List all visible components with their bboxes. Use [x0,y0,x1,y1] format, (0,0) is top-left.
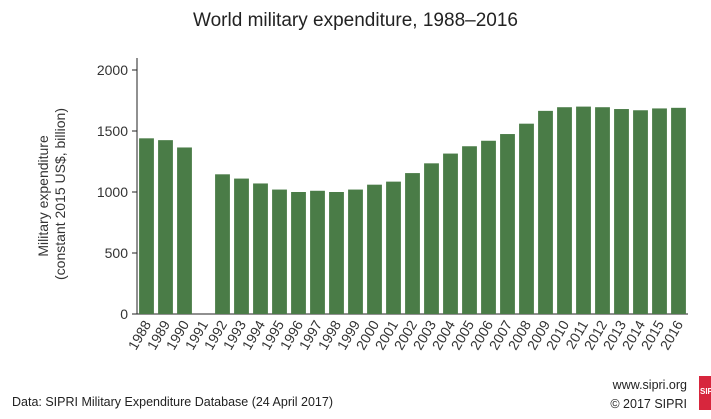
bar-2009 [538,110,553,315]
y-tick-label: 1000 [97,184,128,200]
sipri-logo-text: SIPRI [700,387,711,396]
bar-1992 [215,174,230,314]
bar-2000 [367,184,382,314]
bar-2007 [500,134,515,314]
bars [139,106,686,315]
x-tick-labels: 1988198919901991199219931994199519961997… [125,317,687,352]
bar-1993 [234,178,249,314]
bar-1996 [291,192,306,314]
y-axis-title-line2: (constant 2015 US$, billion) [52,108,68,280]
bar-chart: 0 500 1000 1500 2000 19881989199019911992199… [35,58,688,352]
website-link[interactable]: www.sipri.org [612,378,687,392]
y-tick-label: 1500 [97,123,128,139]
y-axis-title: Military expenditure (constant 2015 US$,… [35,108,68,280]
bar-2014 [633,110,648,314]
bar-2001 [386,181,401,314]
bar-2002 [405,173,420,314]
bar-1988 [139,138,154,314]
bar-2012 [595,107,610,315]
bar-1989 [158,140,173,314]
bar-1999 [348,189,363,314]
bar-2010 [557,107,572,315]
bar-2016 [671,107,686,314]
bar-2006 [481,140,496,314]
bar-1998 [329,192,344,314]
bar-1990 [177,147,192,314]
bar-2005 [462,146,477,314]
y-tick-label: 0 [120,306,128,322]
bar-2015 [652,108,667,315]
bar-2003 [424,163,439,314]
y-tick-label: 2000 [97,62,128,78]
bar-2013 [614,109,629,314]
bar-2004 [443,153,458,314]
y-axis-title-line1: Military expenditure [35,135,51,257]
chart-title: World military expenditure, 1988–2016 [193,10,518,31]
bar-2008 [519,123,534,315]
bar-1994 [253,183,268,314]
bar-1997 [310,190,325,314]
copyright-notice: © 2017 SIPRI [610,397,687,411]
sipri-logo: SIPRI [699,376,711,410]
y-tick-label: 500 [105,245,129,261]
bar-1995 [272,189,287,314]
data-source-note: Data: SIPRI Military Expenditure Databas… [12,395,333,409]
bar-2011 [576,106,591,314]
y-tick-labels: 0 500 1000 1500 2000 [97,62,128,322]
